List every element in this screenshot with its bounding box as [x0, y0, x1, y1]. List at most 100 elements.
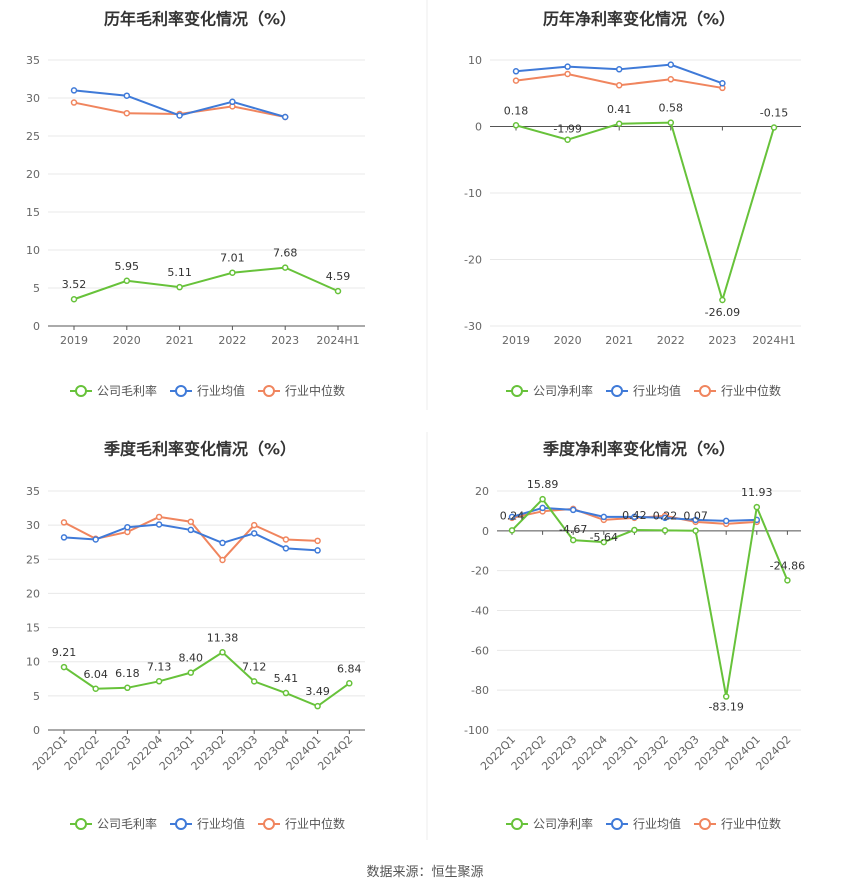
legend-label: 公司毛利率	[97, 816, 157, 831]
y-tick-label: 20	[26, 168, 40, 181]
data-point	[346, 680, 353, 687]
data-point	[124, 523, 131, 531]
data-label: 8.40	[179, 652, 204, 665]
data-point	[569, 536, 577, 544]
data-point	[569, 506, 577, 514]
data-point	[70, 87, 78, 94]
data-label: 6.18	[115, 667, 140, 680]
data-point	[60, 663, 68, 671]
legend-marker	[263, 818, 275, 830]
data-point	[176, 283, 183, 291]
data-point	[155, 678, 163, 685]
data-label: 0.41	[607, 103, 632, 116]
data-point	[661, 514, 669, 522]
data-label: 7.12	[242, 660, 267, 673]
y-tick-label: 25	[26, 553, 40, 566]
data-label: -1.99	[553, 123, 581, 136]
legend-label: 行业均值	[197, 816, 245, 831]
data-label: 4.59	[326, 270, 351, 283]
data-point	[539, 495, 546, 503]
data-point	[70, 295, 78, 303]
x-tick-label: 2020	[113, 334, 141, 347]
y-tick-label: 0	[482, 525, 489, 538]
data-label: 15.89	[527, 478, 559, 491]
data-point	[508, 527, 516, 534]
data-point	[229, 98, 236, 106]
x-tick-label: 2023	[708, 334, 736, 347]
data-point	[719, 80, 726, 87]
legend-item-2: 行业均值	[170, 816, 245, 831]
data-point	[123, 92, 131, 99]
legend-item-3: 行业中位数	[258, 383, 345, 398]
x-tick-label: 2024H1	[752, 334, 795, 347]
legend-marker	[611, 818, 623, 830]
data-point	[250, 530, 258, 537]
data-label: -26.09	[705, 306, 740, 319]
data-point	[155, 521, 163, 528]
legend-marker	[699, 818, 711, 830]
legend-item-1: 公司毛利率	[70, 383, 157, 398]
legend-marker	[175, 818, 187, 830]
data-label: 5.41	[274, 672, 299, 685]
data-label: 3.52	[62, 278, 87, 291]
data-point	[219, 556, 226, 564]
data-point	[512, 77, 520, 84]
legend-marker	[75, 385, 87, 397]
data-point	[229, 269, 236, 276]
legend-item-2: 行业均值	[606, 383, 681, 398]
legend-label: 行业中位数	[285, 816, 345, 831]
source-text: 数据来源：恒生聚源	[366, 865, 483, 880]
data-point	[281, 264, 289, 271]
data-point	[282, 545, 290, 552]
x-tick-label: 2022	[218, 334, 246, 347]
x-tick-label: 2024Q2	[315, 733, 355, 773]
legend-item-3: 行业中位数	[694, 383, 781, 398]
y-tick-label: 0	[475, 121, 482, 134]
data-label: -4.67	[559, 523, 587, 536]
data-point	[667, 61, 675, 68]
data-label: 7.13	[147, 660, 172, 673]
data-point	[512, 68, 520, 75]
legend-label: 行业中位数	[721, 816, 781, 831]
data-point	[219, 649, 226, 656]
y-tick-label: -80	[471, 684, 489, 697]
y-tick-label: 10	[26, 244, 40, 257]
legend-label: 公司净利率	[533, 383, 593, 398]
data-label: 5.95	[115, 260, 140, 273]
data-point	[314, 547, 321, 554]
data-point	[631, 526, 638, 534]
legend-item-2: 行业均值	[606, 816, 681, 831]
data-point	[539, 504, 546, 512]
legend-marker	[75, 818, 87, 830]
data-point	[512, 122, 520, 129]
data-point	[187, 669, 195, 676]
chart-panel-1: 历年毛利率变化情况（%） 0 5 10 15 20 25 30 35 2019 2020 2021 20…	[26, 10, 365, 398]
y-tick-label: 5	[33, 690, 40, 703]
data-point	[692, 516, 699, 524]
data-point	[124, 684, 131, 692]
data-point	[176, 112, 183, 119]
data-point	[155, 513, 163, 521]
data-point	[508, 513, 516, 521]
x-tick-label: 2019	[60, 334, 88, 347]
data-label: 3.49	[305, 685, 330, 698]
data-point	[187, 518, 195, 525]
y-tick-label: 10	[26, 656, 40, 669]
series-line-1	[515, 121, 775, 304]
data-label: -0.15	[760, 106, 788, 119]
legend-label: 行业均值	[633, 816, 681, 831]
data-point	[92, 685, 99, 693]
y-tick-label: 30	[26, 519, 40, 532]
series-line-1	[511, 497, 789, 697]
y-tick-label: -30	[464, 320, 482, 333]
chart-title: 历年净利率变化情况（%）	[543, 10, 735, 29]
data-point	[667, 119, 675, 126]
data-point	[219, 539, 226, 547]
data-point	[564, 63, 571, 70]
legend-label: 行业均值	[197, 383, 245, 398]
x-tick-label: 2023	[271, 334, 299, 347]
data-label: 0.42	[622, 509, 647, 522]
data-point	[600, 538, 608, 546]
data-label: 0.22	[653, 509, 678, 522]
